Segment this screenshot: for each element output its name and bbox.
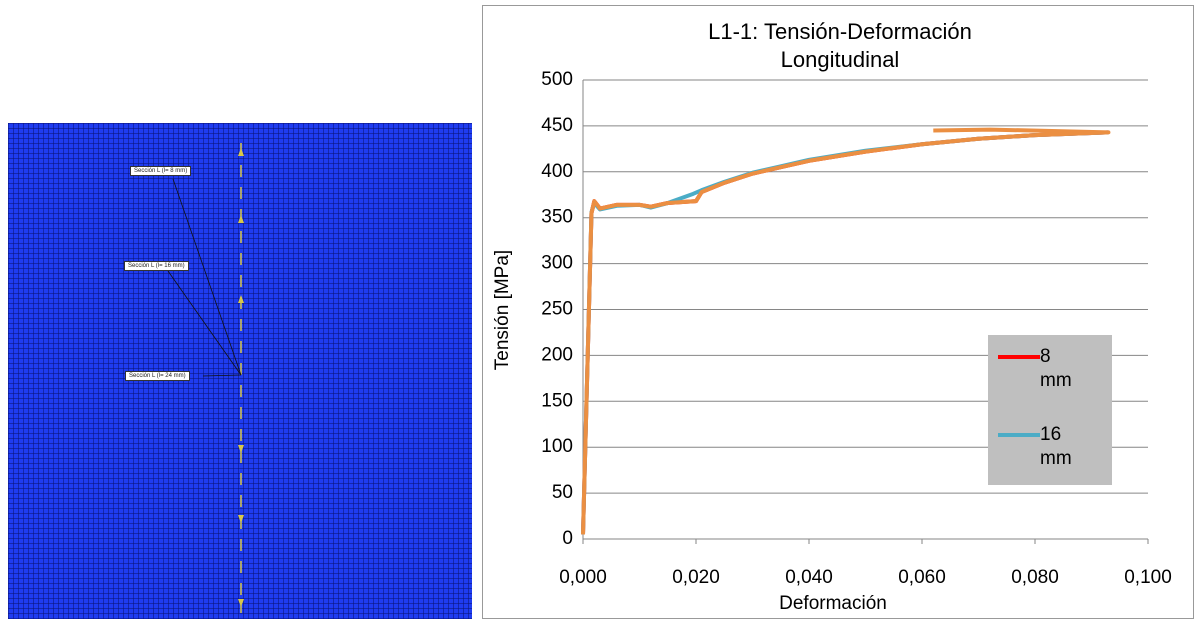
x-tick-label: 0,040 (785, 567, 833, 588)
page-body: {"figure": {"labels": ["Sección L (l= 8 … (0, 0, 1194, 619)
x-tick-label: 0,020 (672, 567, 720, 588)
y-tick-label: 250 (541, 299, 573, 320)
legend-swatch (998, 355, 1040, 359)
y-tick-label: 200 (541, 344, 573, 365)
chart: 0 50 100 150 200 250 300 350 400 450 500 0,000 0,020… (0, 0, 1194, 619)
legend-label: 16 mm (1040, 423, 1070, 471)
chart-title-line: L1-1: Tensión-Deformación (708, 19, 972, 44)
y-tick-label: 50 (552, 482, 573, 503)
y-tick-label: 0 (562, 528, 573, 549)
y-tick-label: 450 (541, 115, 573, 136)
x-tick-label: 0,100 (1124, 567, 1172, 588)
x-tick-label: 0,060 (898, 567, 946, 588)
chart-title: L1-1: Tensión-Deformación Longitudinal (708, 19, 972, 72)
y-tick-label: 400 (541, 161, 573, 182)
page: body { margin: 0; width: 1194px; height:… (0, 0, 1194, 619)
y-tick-label: 300 (541, 253, 573, 274)
y-tick-label: 150 (541, 390, 573, 411)
legend-entry: 8 mm (998, 345, 1108, 405)
x-tick-label: 0,000 (559, 567, 607, 588)
legend: 8 mm 16 mm (988, 335, 1112, 485)
legend-label: 8 mm (1040, 345, 1070, 393)
chart-title-line: Longitudinal (781, 47, 900, 72)
x-tick-label: 0,080 (1011, 567, 1059, 588)
legend-entry: 16 mm (998, 423, 1108, 483)
legend-swatch (998, 433, 1040, 437)
y-tick-label: 100 (541, 436, 573, 457)
y-tick-label: 350 (541, 207, 573, 228)
y-tick-label: 500 (541, 69, 573, 90)
x-axis-label: Deformación (779, 593, 887, 614)
y-axis-label: Tensión [MPa] (492, 250, 513, 370)
